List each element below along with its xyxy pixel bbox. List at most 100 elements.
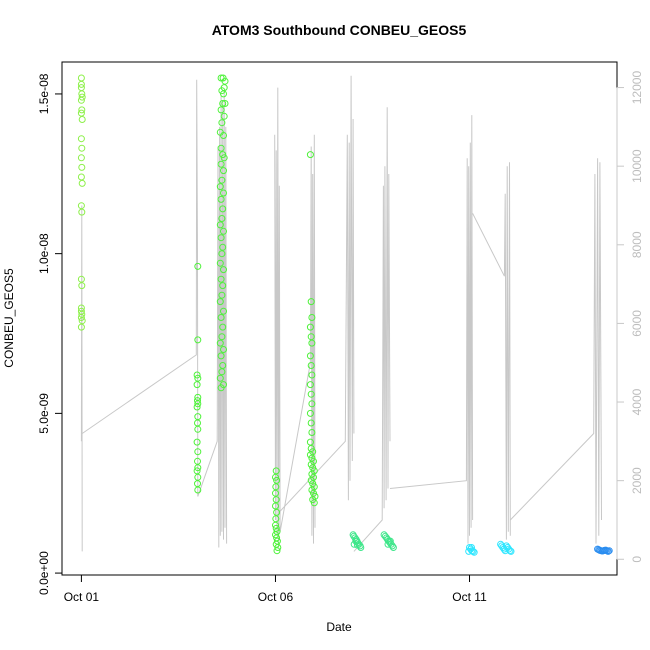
- data-point: [310, 499, 318, 507]
- data-point: [273, 547, 281, 555]
- data-point: [218, 291, 226, 299]
- data-point: [77, 323, 85, 331]
- y-axis-label: CONBEU_GEOS5: [2, 268, 16, 368]
- data-point: [465, 547, 473, 555]
- data-point: [216, 259, 224, 267]
- data-point: [194, 486, 202, 494]
- y2-tick-label: 8000: [630, 231, 644, 258]
- chart-title: ATOM3 Southbound CONBEU_GEOS5: [212, 22, 467, 38]
- data-point: [272, 502, 279, 510]
- data-point: [220, 154, 228, 162]
- data-point: [352, 537, 360, 545]
- data-point: [507, 547, 515, 555]
- data-point: [78, 179, 86, 187]
- data-point: [77, 80, 85, 88]
- data-point: [218, 250, 226, 258]
- data-point: [272, 531, 279, 539]
- data-point: [220, 346, 227, 353]
- data-point: [220, 112, 228, 120]
- plot-frame: [61, 61, 618, 576]
- data-point: [220, 132, 227, 139]
- y2-tick-label: 4000: [630, 388, 644, 415]
- x-tick-label: Oct 01: [64, 590, 100, 604]
- y2-tick-label: 2000: [630, 467, 644, 494]
- data-point: [307, 390, 315, 398]
- data-point: [216, 298, 224, 306]
- data-point: [216, 221, 224, 229]
- data-point: [308, 429, 316, 436]
- data-point: [217, 314, 225, 321]
- data-point: [193, 381, 201, 389]
- data-point: [219, 282, 227, 290]
- data-point: [308, 339, 316, 347]
- data-point: [306, 381, 314, 389]
- data-point: [220, 266, 227, 274]
- data-point: [603, 547, 611, 555]
- data-point: [220, 307, 227, 315]
- data-point: [218, 215, 226, 222]
- x-tick-label: Oct 11: [452, 590, 487, 604]
- data-point: [217, 234, 225, 242]
- data-point: [506, 547, 514, 555]
- data-point: [218, 333, 226, 341]
- data-point: [220, 189, 227, 197]
- data-point: [77, 135, 85, 143]
- data-point: [219, 205, 227, 213]
- data-point: [217, 144, 225, 152]
- data-point: [217, 275, 225, 283]
- data-point: [308, 314, 316, 321]
- data-point: [217, 384, 225, 392]
- data-point: [217, 160, 225, 168]
- data-point: [219, 151, 227, 159]
- data-point: [216, 183, 224, 191]
- data-point: [307, 298, 315, 306]
- y-tick-label: 1.0e-08: [37, 233, 51, 274]
- data-point: [306, 151, 314, 159]
- data-point: [353, 541, 361, 549]
- data-point: [220, 227, 227, 235]
- data-points: [77, 74, 613, 556]
- data-point: [77, 154, 85, 162]
- altitude-lines: [80, 75, 602, 552]
- y2-tick-label: 10000: [630, 149, 644, 183]
- data-point: [219, 323, 227, 331]
- right-altitude-axis: 0 2000 4000 6000 8000 10000 12000: [616, 71, 644, 563]
- data-point: [219, 100, 227, 107]
- data-point: [77, 96, 85, 104]
- data-point: [194, 448, 202, 456]
- data-point: [77, 173, 85, 181]
- altitude-line: [472, 162, 511, 540]
- data-point: [605, 547, 613, 555]
- data-point: [217, 352, 225, 360]
- data-point: [307, 476, 315, 484]
- data-point: [221, 100, 229, 107]
- data-point: [217, 195, 225, 203]
- altitude-line: [353, 107, 391, 552]
- y-tick-label: 5.0e-09: [37, 393, 51, 434]
- data-point: [77, 74, 85, 82]
- data-point: [78, 106, 86, 114]
- data-point: [307, 419, 315, 427]
- data-point: [386, 537, 394, 545]
- data-point: [194, 262, 202, 270]
- data-point: [217, 106, 225, 114]
- altitude-line: [81, 79, 199, 497]
- data-point: [306, 323, 314, 331]
- data-point: [505, 545, 513, 553]
- altitude-line: [389, 115, 474, 544]
- data-point: [274, 544, 282, 551]
- data-point: [272, 473, 279, 481]
- y2-tick-label: 6000: [630, 310, 644, 337]
- y-axis: 0.0e+00 5.0e-09 1.0e-08 1.5e-08: [37, 73, 63, 595]
- x-axis: Oct 01 Oct 06 Oct 11: [64, 574, 487, 604]
- data-point: [78, 282, 86, 290]
- data-point: [78, 144, 86, 152]
- data-point: [78, 116, 86, 123]
- data-point: [604, 547, 612, 555]
- data-point: [469, 547, 477, 555]
- data-point: [306, 352, 314, 360]
- data-point: [308, 400, 316, 408]
- data-point: [306, 409, 314, 417]
- data-point: [308, 371, 316, 379]
